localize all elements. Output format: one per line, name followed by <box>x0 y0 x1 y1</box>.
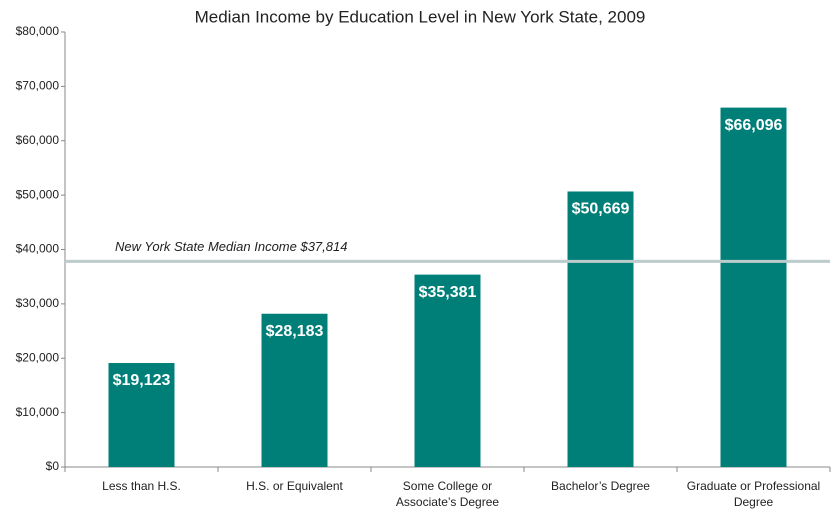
y-tick-label: $0 <box>46 459 60 473</box>
y-tick-label: $20,000 <box>16 350 60 364</box>
value-label: $50,669 <box>572 201 630 218</box>
x-tick-label: Bachelor’s Degree <box>551 479 650 493</box>
x-tick-label: Less than H.S. <box>102 479 181 493</box>
x-tick-label: Some College or Associate’s Degree <box>396 479 499 509</box>
y-tick-label: $70,000 <box>16 79 60 93</box>
value-label: $35,381 <box>419 284 477 301</box>
y-tick-label: $10,000 <box>16 405 60 419</box>
reference-label: New York State Median Income $37,814 <box>115 239 347 254</box>
y-tick-label: $60,000 <box>16 133 60 147</box>
bar <box>414 274 481 467</box>
y-tick-label: $50,000 <box>16 187 60 201</box>
value-label: $19,123 <box>113 372 171 389</box>
bar <box>108 363 175 467</box>
x-tick-label: Graduate or Professional Degree <box>687 479 820 509</box>
bar <box>261 313 328 467</box>
y-tick-label: $40,000 <box>16 242 60 256</box>
y-tick-label: $80,000 <box>16 24 60 38</box>
x-tick-label: H.S. or Equivalent <box>246 479 343 493</box>
value-label: $28,183 <box>266 323 324 340</box>
value-label: $66,096 <box>725 117 783 134</box>
bar <box>567 191 634 468</box>
bar <box>720 107 787 467</box>
chart-title: Median Income by Education Level in New … <box>195 7 646 26</box>
y-tick-label: $30,000 <box>16 296 60 310</box>
